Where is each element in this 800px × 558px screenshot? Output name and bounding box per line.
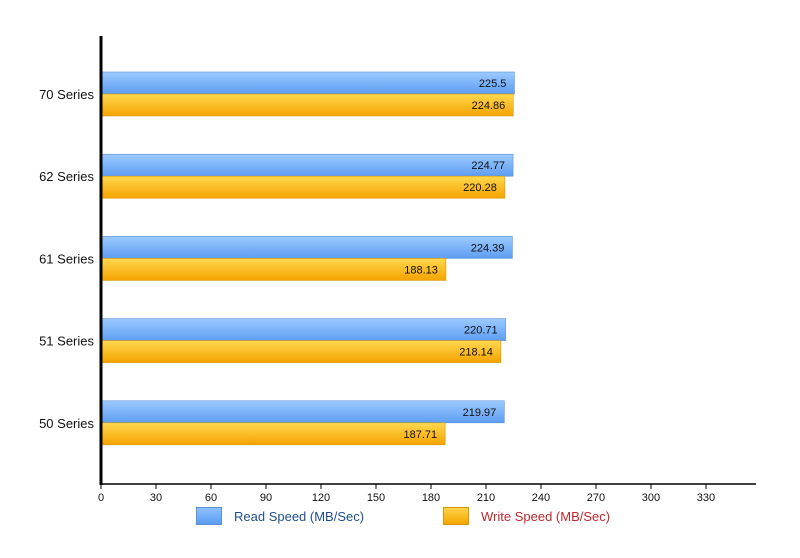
bar-read-5: [100, 400, 505, 424]
data-label-write-2: 220.28: [463, 182, 497, 194]
bar-read-4: [100, 318, 506, 341]
x-tick-label-150: 150: [367, 492, 385, 504]
bar-write-5: [100, 422, 446, 446]
data-label-write-3: 188.13: [404, 264, 438, 276]
bar-write-3: [100, 258, 447, 281]
data-label-read-5: 219.97: [463, 407, 497, 419]
data-label-write-5: 187.71: [403, 429, 437, 441]
legend-swatch-read: [196, 507, 222, 525]
data-label-read-4: 220.71: [464, 325, 498, 337]
x-tick-label-30: 30: [150, 492, 162, 504]
category-label-1: 70 Series: [39, 87, 94, 102]
category-label-4: 51 Series: [39, 334, 94, 349]
x-tick-label-300: 300: [642, 492, 660, 504]
category-label-5: 50 Series: [39, 416, 94, 431]
x-tick-label-270: 270: [587, 492, 605, 504]
legend-item-read: Read Speed (MB/Sec): [196, 507, 364, 525]
bar-write-1: [100, 93, 514, 117]
data-label-write-4: 218.14: [459, 347, 493, 359]
bar-read-2: [100, 153, 514, 177]
bar-write-4: [100, 340, 502, 363]
data-label-read-2: 224.77: [471, 160, 505, 172]
data-label-write-1: 224.86: [472, 100, 506, 112]
data-label-read-1: 225.5: [479, 78, 507, 90]
bar-read-1: [100, 71, 515, 95]
x-tick-label-0: 0: [98, 492, 104, 504]
legend-label-write: Write Speed (MB/Sec): [481, 508, 611, 524]
category-label-3: 61 Series: [39, 251, 94, 266]
x-tick-label-120: 120: [312, 492, 330, 504]
legend-item-write: Write Speed (MB/Sec): [443, 507, 610, 525]
data-label-read-3: 224.39: [471, 242, 505, 254]
x-tick-label-90: 90: [260, 492, 272, 504]
bar-write-2: [100, 175, 506, 199]
legend: Read Speed (MB/Sec) Write Speed (MB/Sec): [0, 507, 800, 529]
x-tick-label-240: 240: [532, 492, 550, 504]
x-tick-label-60: 60: [205, 492, 217, 504]
legend-swatch-write: [443, 507, 469, 525]
x-tick-label-180: 180: [422, 492, 440, 504]
bar-read-3: [100, 236, 513, 259]
x-tick-label-210: 210: [477, 492, 495, 504]
category-label-2: 62 Series: [39, 169, 94, 184]
legend-label-read: Read Speed (MB/Sec): [234, 508, 365, 524]
x-tick-label-330: 330: [697, 492, 715, 504]
